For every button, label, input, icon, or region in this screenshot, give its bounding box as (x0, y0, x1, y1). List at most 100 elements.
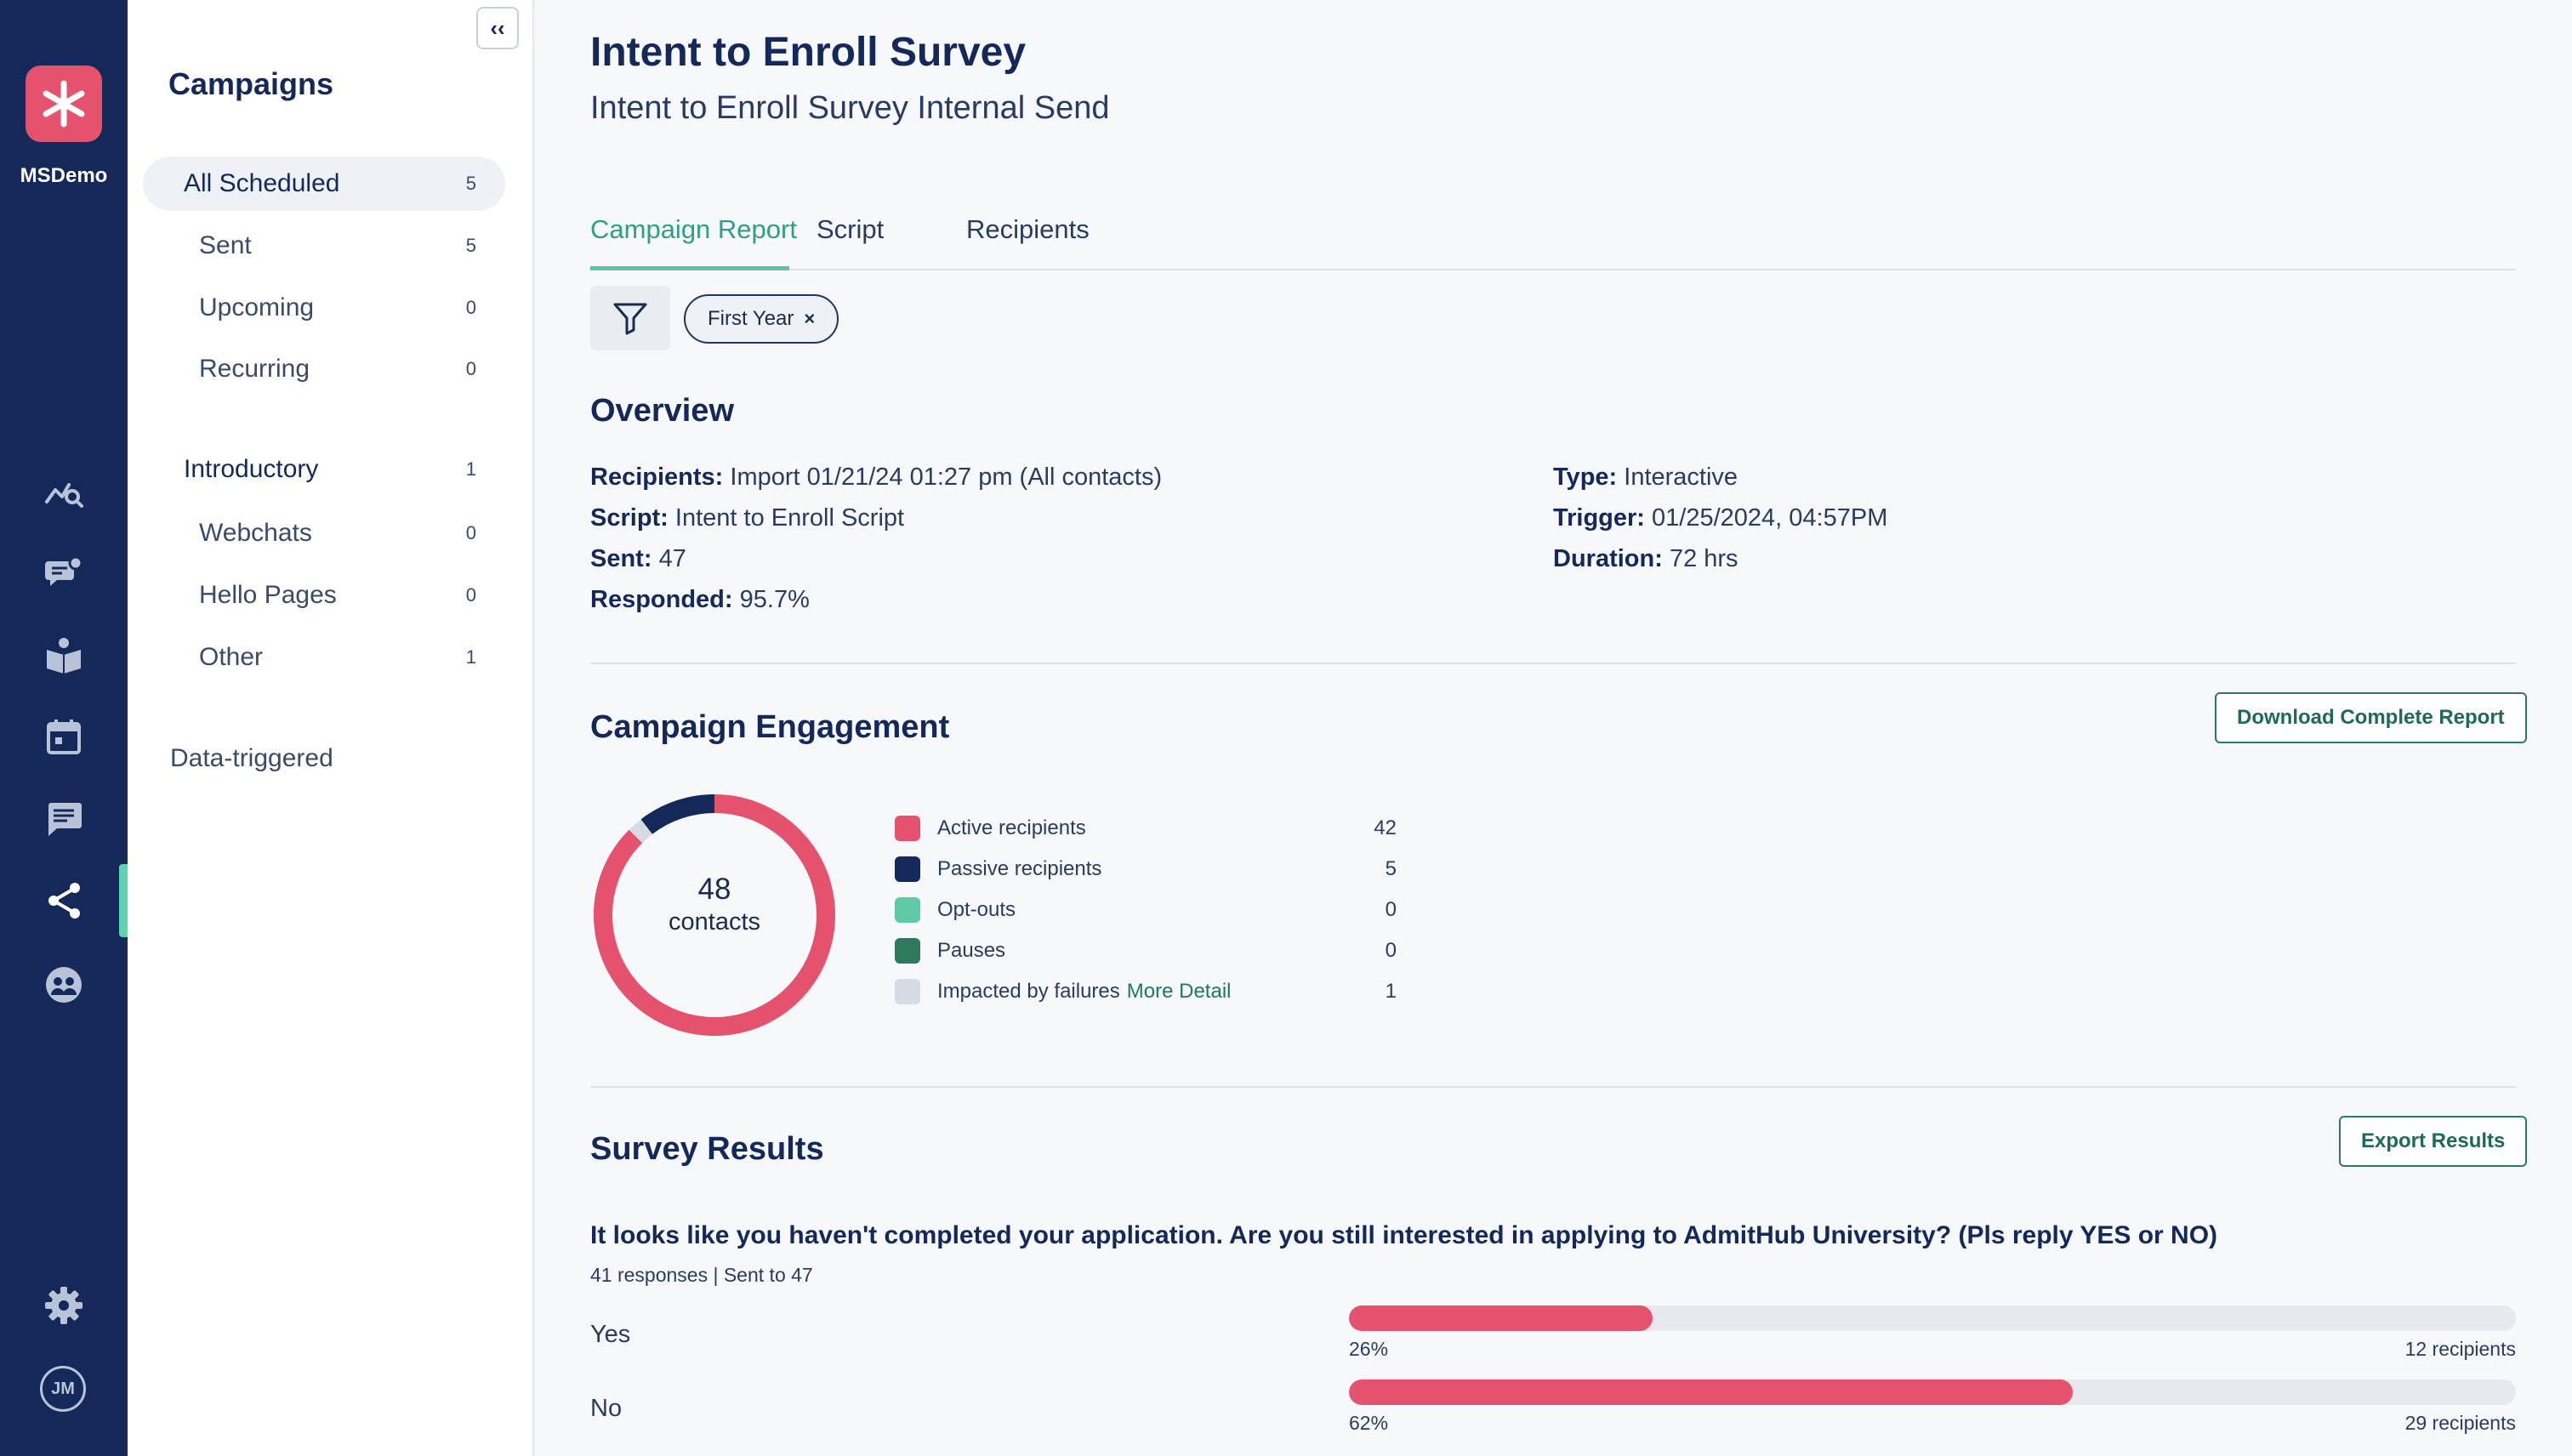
filter-icon (613, 303, 647, 335)
analytics-icon (45, 483, 83, 508)
answer-bar-fill (1349, 1305, 1653, 1331)
sidebar-item-label: Hello Pages (199, 581, 337, 609)
chat-bubbles-icon (45, 555, 83, 586)
answer-count: 12 recipients (2404, 1338, 2516, 1360)
contacts-icon (46, 967, 82, 1003)
message-icon (48, 803, 82, 836)
sidebar-item-label: Upcoming (199, 293, 315, 321)
legend-swatch (895, 897, 920, 923)
overview-duration: Duration: 72 hrs (1553, 545, 1738, 573)
donut-slice-active-recipients (594, 794, 835, 1036)
sidebar-item-count: 0 (465, 584, 476, 606)
download-report-button[interactable]: Download Complete Report (2215, 692, 2527, 743)
filter-chip[interactable]: First Year × (684, 294, 839, 344)
donut-total: 48 (697, 873, 731, 906)
survey-question-meta: 41 responses | Sent to 47 (590, 1264, 813, 1286)
sidebar-item-upcoming[interactable]: Upcoming 0 (143, 281, 505, 335)
nav-knowledge[interactable] (38, 629, 89, 680)
sidebar-item-count: 5 (465, 235, 476, 256)
sidebar-item-label: Introductory (184, 455, 319, 483)
sidebar-item-other[interactable]: Other 1 (143, 630, 505, 685)
legend-swatch (895, 979, 920, 1004)
tab-campaign-report[interactable]: Campaign Report (590, 214, 797, 270)
collapse-sidebar-button[interactable]: ‹‹ (476, 7, 519, 49)
sidebar-item-count: 0 (465, 297, 476, 318)
nav-calendar[interactable] (38, 711, 89, 762)
sidebar-item-hello-pages[interactable]: Hello Pages 0 (143, 568, 505, 623)
legend-item-opt-outs: Opt-outs 0 (895, 893, 1397, 927)
sidebar-item-introductory[interactable]: Introductory 1 (143, 442, 505, 497)
overview-recipients: Recipients: Import 01/21/24 01:27 pm (Al… (590, 464, 1162, 492)
legend-swatch (895, 938, 920, 964)
legend-item-failures: Impacted by failures More Detail 1 (895, 975, 1397, 1009)
tab-recipients[interactable]: Recipients (966, 214, 1090, 244)
sidebar-item-data-triggered[interactable]: Data-triggered (170, 744, 333, 772)
answer-percent: 62% (1349, 1412, 1389, 1434)
overview-type: Type: Interactive (1553, 464, 1738, 492)
legend-value: 1 (1385, 980, 1397, 1003)
legend-swatch (895, 816, 920, 841)
legend-item-passive: Passive recipients 5 (895, 852, 1397, 886)
page-title: Intent to Enroll Survey (590, 30, 1027, 75)
survey-title: Survey Results (590, 1131, 824, 1167)
campaigns-sidebar: ‹‹ Campaigns All Scheduled 5 Sent 5 Upco… (128, 0, 534, 1456)
overview-value: 72 hrs (1669, 545, 1738, 572)
nav-campaigns[interactable] (38, 875, 89, 926)
legend-value: 0 (1385, 939, 1397, 962)
overview-value: 95.7% (739, 586, 810, 613)
sidebar-item-label: All Scheduled (184, 169, 340, 197)
answer-percent: 26% (1349, 1338, 1389, 1360)
overview-value: Intent to Enroll Script (674, 504, 905, 532)
more-detail-link[interactable]: More Detail (1126, 980, 1232, 1003)
nav-analytics[interactable] (38, 466, 89, 517)
overview-label: Recipients: (590, 464, 724, 491)
legend-label: Opt-outs (937, 898, 1016, 921)
export-results-button[interactable]: Export Results (2339, 1116, 2528, 1167)
legend-label: Pauses (937, 939, 1006, 962)
sidebar-item-recurring[interactable]: Recurring 0 (143, 342, 505, 396)
sidebar-item-sent[interactable]: Sent 5 (143, 219, 505, 273)
nav-contacts[interactable] (38, 959, 89, 1010)
sidebar-item-count: 1 (465, 646, 476, 668)
nav-messages[interactable] (38, 793, 89, 844)
close-icon[interactable]: × (804, 308, 816, 329)
legend-label: Impacted by failures (937, 980, 1120, 1003)
asterisk-logo-icon (43, 80, 85, 128)
org-logo[interactable] (26, 65, 102, 142)
book-icon (47, 638, 81, 674)
nav-settings[interactable] (38, 1280, 89, 1331)
answer-label: Yes (590, 1321, 631, 1348)
sidebar-item-count: 0 (465, 522, 476, 543)
answer-bar-track (1349, 1305, 2516, 1331)
nav-conversations[interactable] (38, 548, 89, 599)
engagement-title: Campaign Engagement (590, 709, 950, 745)
tab-script[interactable]: Script (817, 214, 885, 244)
answer-count: 29 recipients (2404, 1412, 2516, 1434)
sidebar-item-label: Recurring (199, 355, 310, 383)
legend-label: Passive recipients (937, 857, 1102, 880)
legend-value: 5 (1385, 857, 1397, 880)
legend-item-pauses: Pauses 0 (895, 934, 1397, 968)
sidebar-item-webchats[interactable]: Webchats 0 (143, 506, 505, 560)
sidebar-item-label: Sent (199, 231, 252, 259)
sidebar-item-label: Webchats (199, 519, 312, 547)
section-divider (590, 1086, 2516, 1088)
filter-button[interactable] (590, 286, 670, 350)
overview-value: Interactive (1624, 464, 1738, 491)
double-chevron-left-icon: ‹‹ (490, 14, 505, 41)
answer-bar-track (1349, 1379, 2516, 1405)
overview-value: 01/25/2024, 04:57PM (1652, 504, 1888, 532)
overview-label: Type: (1553, 464, 1618, 491)
legend-swatch (895, 856, 920, 882)
overview-sent: Sent: 47 (590, 545, 686, 573)
user-avatar[interactable]: JM (40, 1366, 86, 1412)
section-divider (590, 663, 2516, 664)
answer-bar-fill (1349, 1379, 2073, 1405)
donut-total-label: contacts (669, 908, 760, 936)
donut-slice-impacted-by-failures (629, 819, 653, 844)
donut-slice-passive-recipients (640, 794, 715, 834)
legend-value: 0 (1385, 898, 1397, 921)
overview-label: Responded: (590, 586, 733, 613)
sidebar-item-all-scheduled[interactable]: All Scheduled 5 (143, 156, 505, 211)
filter-chip-label: First Year (708, 307, 794, 330)
